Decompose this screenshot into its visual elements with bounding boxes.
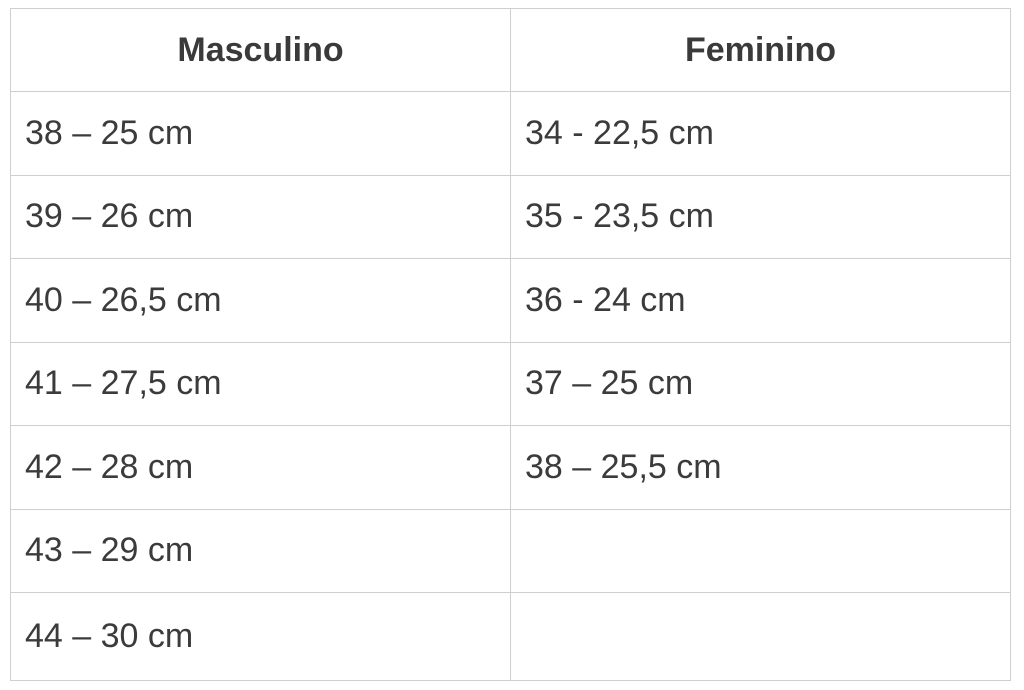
cell-feminino <box>510 508 1011 593</box>
table-row: 39 – 26 cm 35 - 23,5 cm <box>10 174 1011 259</box>
table-row: 38 – 25 cm 34 - 22,5 cm <box>10 91 1011 176</box>
table-row: 40 – 26,5 cm 36 - 24 cm <box>10 258 1011 343</box>
table-row: 41 – 27,5 cm 37 – 25 cm <box>10 341 1011 426</box>
cell-feminino: 36 - 24 cm <box>510 258 1011 343</box>
table-row: 43 – 29 cm <box>10 508 1011 593</box>
header-feminino: Feminino <box>510 8 1011 92</box>
table-row: 44 – 30 cm <box>10 592 1011 681</box>
header-row: Masculino Feminino <box>10 8 1011 92</box>
table-row: 42 – 28 cm 38 – 25,5 cm <box>10 425 1011 510</box>
cell-masculino: 41 – 27,5 cm <box>10 341 511 426</box>
cell-feminino: 37 – 25 cm <box>510 341 1011 426</box>
cell-feminino <box>510 592 1011 681</box>
cell-feminino: 38 – 25,5 cm <box>510 425 1011 510</box>
size-table: Masculino Feminino 38 – 25 cm 34 - 22,5 … <box>10 8 1011 681</box>
cell-masculino: 40 – 26,5 cm <box>10 258 511 343</box>
header-masculino: Masculino <box>10 8 511 92</box>
cell-masculino: 38 – 25 cm <box>10 91 511 176</box>
cell-masculino: 44 – 30 cm <box>10 592 511 681</box>
cell-feminino: 34 - 22,5 cm <box>510 91 1011 176</box>
cell-masculino: 39 – 26 cm <box>10 174 511 259</box>
cell-feminino: 35 - 23,5 cm <box>510 174 1011 259</box>
cell-masculino: 43 – 29 cm <box>10 508 511 593</box>
cell-masculino: 42 – 28 cm <box>10 425 511 510</box>
